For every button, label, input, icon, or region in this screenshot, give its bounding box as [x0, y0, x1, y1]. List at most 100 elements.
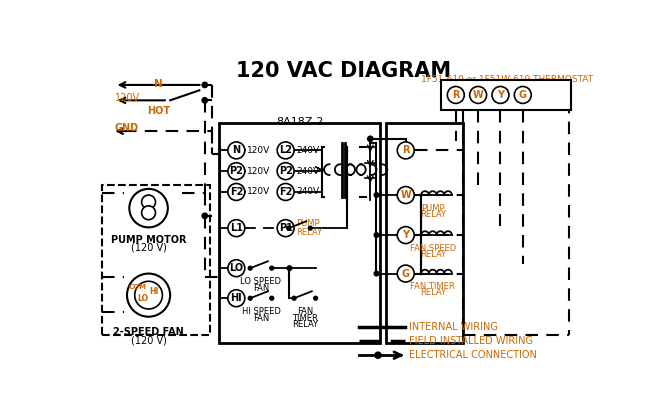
Circle shape — [141, 195, 155, 209]
Text: L1: L1 — [230, 223, 243, 233]
Text: 120 VAC DIAGRAM: 120 VAC DIAGRAM — [236, 61, 451, 81]
Circle shape — [308, 226, 312, 230]
Text: TIMER: TIMER — [292, 313, 318, 323]
Text: LO SPEED: LO SPEED — [241, 277, 281, 287]
Circle shape — [397, 227, 414, 243]
Circle shape — [515, 86, 531, 103]
Text: RELAY: RELAY — [296, 228, 322, 236]
Circle shape — [492, 86, 509, 103]
Circle shape — [375, 352, 381, 358]
Circle shape — [374, 193, 379, 197]
Text: 120V: 120V — [115, 93, 140, 103]
Circle shape — [202, 82, 208, 88]
Text: L2: L2 — [279, 145, 292, 155]
Text: Y: Y — [497, 90, 504, 100]
Text: RELAY: RELAY — [419, 250, 446, 259]
Circle shape — [368, 136, 373, 142]
Text: 120V: 120V — [247, 167, 271, 176]
Circle shape — [277, 184, 294, 200]
Text: FAN: FAN — [253, 313, 269, 323]
Text: G: G — [402, 269, 410, 279]
Text: F2: F2 — [279, 187, 292, 197]
Circle shape — [287, 266, 292, 271]
Circle shape — [270, 266, 273, 270]
Circle shape — [314, 296, 318, 300]
Text: FAN SPEED: FAN SPEED — [409, 243, 456, 253]
Text: N: N — [154, 79, 163, 89]
Circle shape — [228, 290, 245, 307]
Text: W: W — [401, 190, 411, 200]
Circle shape — [202, 98, 208, 103]
Text: R: R — [452, 90, 460, 100]
Circle shape — [397, 186, 414, 204]
Text: (120 V): (120 V) — [131, 335, 167, 345]
Text: LO: LO — [137, 295, 149, 303]
Text: P2: P2 — [279, 166, 293, 176]
Text: INTERNAL WIRING: INTERNAL WIRING — [409, 323, 498, 333]
Circle shape — [277, 163, 294, 180]
Bar — [103, 185, 210, 335]
Text: 2-SPEED FAN: 2-SPEED FAN — [113, 328, 184, 337]
Circle shape — [228, 260, 245, 277]
Circle shape — [129, 189, 168, 228]
Bar — [386, 124, 463, 343]
Circle shape — [249, 266, 252, 270]
Text: RELAY: RELAY — [292, 320, 318, 329]
Text: F2: F2 — [230, 187, 243, 197]
Text: 8A18Z-2: 8A18Z-2 — [276, 117, 323, 127]
Circle shape — [374, 271, 379, 276]
Circle shape — [374, 233, 379, 238]
Circle shape — [228, 184, 245, 200]
Text: 120V: 120V — [247, 187, 271, 197]
Text: HI: HI — [149, 287, 159, 296]
Circle shape — [228, 220, 245, 237]
Circle shape — [228, 163, 245, 180]
Text: GND: GND — [115, 124, 139, 133]
Circle shape — [277, 142, 294, 159]
Circle shape — [397, 265, 414, 282]
Text: FIELD INSTALLED WIRING: FIELD INSTALLED WIRING — [409, 336, 533, 347]
Circle shape — [202, 213, 208, 219]
Text: G: G — [519, 90, 527, 100]
Text: FAN TIMER: FAN TIMER — [410, 282, 455, 291]
Text: PUMP: PUMP — [296, 219, 320, 228]
Text: P1: P1 — [279, 223, 293, 233]
Text: N: N — [232, 145, 241, 155]
Text: 240V: 240V — [296, 187, 320, 197]
Text: (120 V): (120 V) — [131, 243, 167, 253]
Circle shape — [397, 142, 414, 159]
Text: PUMP MOTOR: PUMP MOTOR — [111, 235, 186, 245]
Text: RELAY: RELAY — [419, 288, 446, 297]
Circle shape — [470, 86, 486, 103]
Text: 1F51-619 or 1F51W-619 THERMOSTAT: 1F51-619 or 1F51W-619 THERMOSTAT — [421, 75, 594, 84]
Circle shape — [228, 142, 245, 159]
Text: LO: LO — [229, 263, 243, 273]
Bar — [441, 80, 571, 110]
Circle shape — [292, 296, 296, 300]
Circle shape — [277, 220, 294, 237]
Circle shape — [249, 296, 252, 300]
Text: FAN: FAN — [297, 308, 313, 316]
Text: 120V: 120V — [247, 146, 271, 155]
Bar — [218, 124, 381, 343]
Circle shape — [135, 281, 162, 309]
Text: 240V: 240V — [296, 167, 320, 176]
Circle shape — [287, 226, 291, 230]
Circle shape — [448, 86, 464, 103]
Text: PUMP: PUMP — [421, 204, 444, 212]
Text: RELAY: RELAY — [419, 210, 446, 219]
Text: 240V: 240V — [296, 146, 320, 155]
Text: R: R — [402, 145, 409, 155]
Text: COM: COM — [129, 285, 147, 290]
Circle shape — [127, 274, 170, 317]
Text: HI: HI — [230, 293, 242, 303]
Text: FAN: FAN — [253, 284, 269, 292]
Text: HI SPEED: HI SPEED — [242, 308, 281, 316]
Text: ELECTRICAL CONNECTION: ELECTRICAL CONNECTION — [409, 350, 537, 360]
Text: P2: P2 — [229, 166, 243, 176]
Text: W: W — [473, 90, 484, 100]
Text: HOT: HOT — [147, 106, 170, 116]
Circle shape — [270, 296, 273, 300]
Text: Y: Y — [402, 230, 409, 240]
Circle shape — [141, 206, 155, 220]
